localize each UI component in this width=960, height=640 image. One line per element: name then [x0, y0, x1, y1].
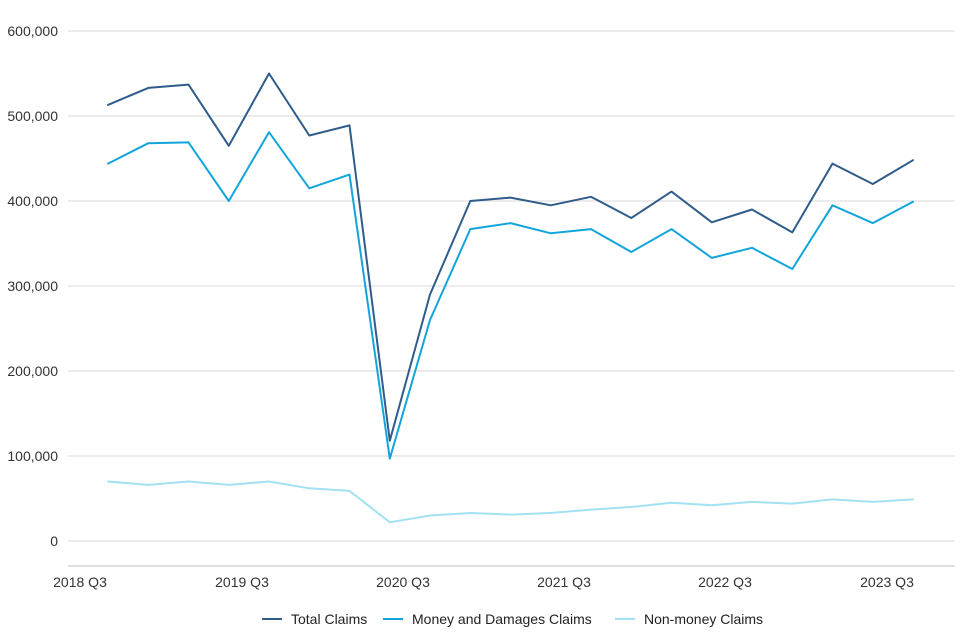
y-tick-label: 400,000 — [7, 193, 58, 209]
x-tick-label: 2020 Q3 — [376, 574, 430, 590]
y-tick-label: 0 — [50, 533, 58, 549]
x-tick-label: 2021 Q3 — [537, 574, 591, 590]
legend: Total Claims Money and Damages Claims Non-… — [262, 611, 763, 627]
y-tick-label: 200,000 — [7, 363, 58, 379]
legend-label: Money and Damages Claims — [412, 611, 592, 627]
series-lines — [107, 72, 914, 524]
series-line-money-and-damages-claims — [107, 131, 914, 460]
x-tick-label: 2019 Q3 — [215, 574, 269, 590]
y-axis: 0 100,000 200,000 300,000 400,000 500,000 600,… — [7, 23, 58, 549]
y-tick-label: 500,000 — [7, 108, 58, 124]
legend-label: Non-money Claims — [644, 611, 763, 627]
series-line-non-money-claims — [107, 480, 914, 524]
x-axis: 2018 Q3 2019 Q3 2020 Q3 2021 Q3 2022 Q3 2023 … — [53, 565, 955, 590]
y-tick-label: 300,000 — [7, 278, 58, 294]
legend-label: Total Claims — [291, 611, 367, 627]
x-tick-label: 2023 Q3 — [860, 574, 914, 590]
series-line-total-claims — [107, 72, 914, 442]
x-tick-label: 2022 Q3 — [698, 574, 752, 590]
y-tick-label: 100,000 — [7, 448, 58, 464]
gridlines — [68, 30, 955, 542]
x-tick-label: 2018 Q3 — [53, 574, 107, 590]
y-tick-label: 600,000 — [7, 23, 58, 39]
